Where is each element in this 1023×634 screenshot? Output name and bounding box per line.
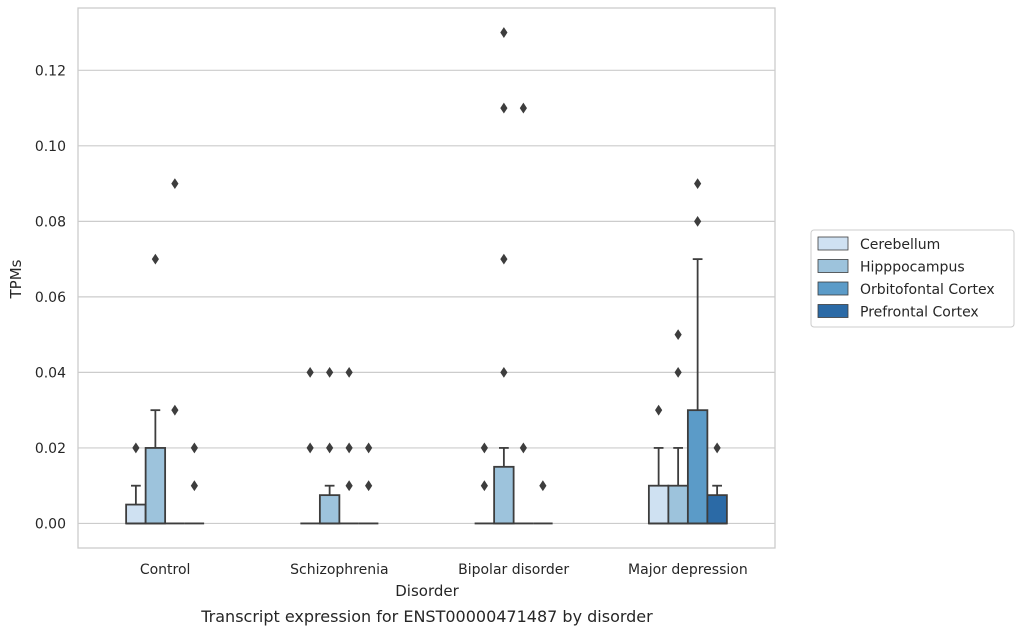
chart-caption: Transcript expression for ENST0000047148… [200,607,653,626]
outlier-point [500,253,508,265]
outlier-point [500,102,508,114]
outlier-point [151,253,159,265]
box-layer [125,27,728,525]
box-body [493,465,515,525]
outlier-point [500,367,508,378]
x-tick-label: Bipolar disorder [458,562,569,578]
box-hipppocampus [144,253,167,525]
box-body [667,484,689,525]
box-body [706,494,728,525]
outlier-point [480,480,488,492]
outlier-point [674,367,682,378]
box-orbitofontal-cortex [513,102,534,525]
box-orbitofontal-cortex [165,178,185,525]
outlier-point [713,442,721,454]
outlier-point [674,329,682,341]
box-hipppocampus [318,367,341,525]
legend: Cerebellum Hipppocampus Orbitofontal Corte… [810,229,1015,328]
outlier-point [480,442,488,454]
box-orbitofontal-cortex [339,367,359,525]
y-tick-label: 0.06 [35,290,66,306]
x-tick-label: Major depression [628,562,748,578]
outlier-point [306,442,314,454]
box-body [647,484,670,525]
outlier-point [132,442,140,454]
outlier-point [655,404,663,416]
x-tick-label: Schizophrenia [290,562,388,578]
y-tick-label: 0.00 [35,516,66,532]
outlier-point [171,178,179,189]
box-prefrontal-cortex [358,442,379,525]
y-tick-label: 0.08 [35,214,66,230]
box-body [144,447,167,525]
outlier-point [539,480,547,492]
box-body [125,503,147,525]
outlier-point [306,367,314,378]
box-prefrontal-cortex [533,480,553,525]
box-hipppocampus [667,329,689,525]
outlier-point [345,367,353,378]
grid-lines [78,69,775,525]
box-body [318,494,341,525]
x-axis-label: Disorder [395,582,459,600]
outlier-point [171,404,179,416]
outlier-point [694,178,702,189]
box-hipppocampus [493,27,515,525]
outlier-point [365,442,373,454]
y-tick-labels: 0.00 0.02 0.04 0.06 0.08 0.10 0.12 [35,63,66,532]
outlier-point [519,442,527,454]
box-body [686,409,709,525]
legend-label: Prefrontal Cortex [860,305,979,321]
outlier-point [519,102,527,114]
box-cerebellum [474,442,495,525]
outlier-point [326,367,334,378]
outlier-point [365,480,373,492]
y-tick-label: 0.10 [35,139,66,155]
outlier-point [190,442,198,454]
x-tick-label: Control [140,562,191,578]
y-tick-label: 0.12 [35,63,66,79]
legend-label: Cerebellum [860,237,940,253]
box-cerebellum [125,442,147,525]
outlier-point [694,215,702,227]
outlier-point [326,442,334,454]
legend-frame [810,229,1015,328]
outlier-point [345,442,353,454]
plot-frame [77,7,776,549]
outlier-point [345,480,353,492]
box-prefrontal-cortex [706,442,728,525]
x-tick-labels: Control Schizophrenia Bipolar disorder Majo… [140,562,748,578]
legend-swatch [817,259,849,273]
box-cerebellum [300,367,320,525]
legend-swatch [817,304,849,318]
legend-swatch [817,281,849,296]
outlier-point [190,480,198,492]
y-axis-label: TPMs [7,259,25,299]
legend-swatch [817,236,849,251]
box-cerebellum [647,404,670,525]
outlier-point [500,27,508,38]
box-prefrontal-cortex [184,442,205,525]
y-tick-label: 0.02 [35,441,66,457]
y-tick-label: 0.04 [35,365,66,381]
legend-label: Hipppocampus [860,260,965,276]
box-orbitofontal-cortex [686,178,709,525]
legend-label: Orbitofontal Cortex [860,282,995,298]
